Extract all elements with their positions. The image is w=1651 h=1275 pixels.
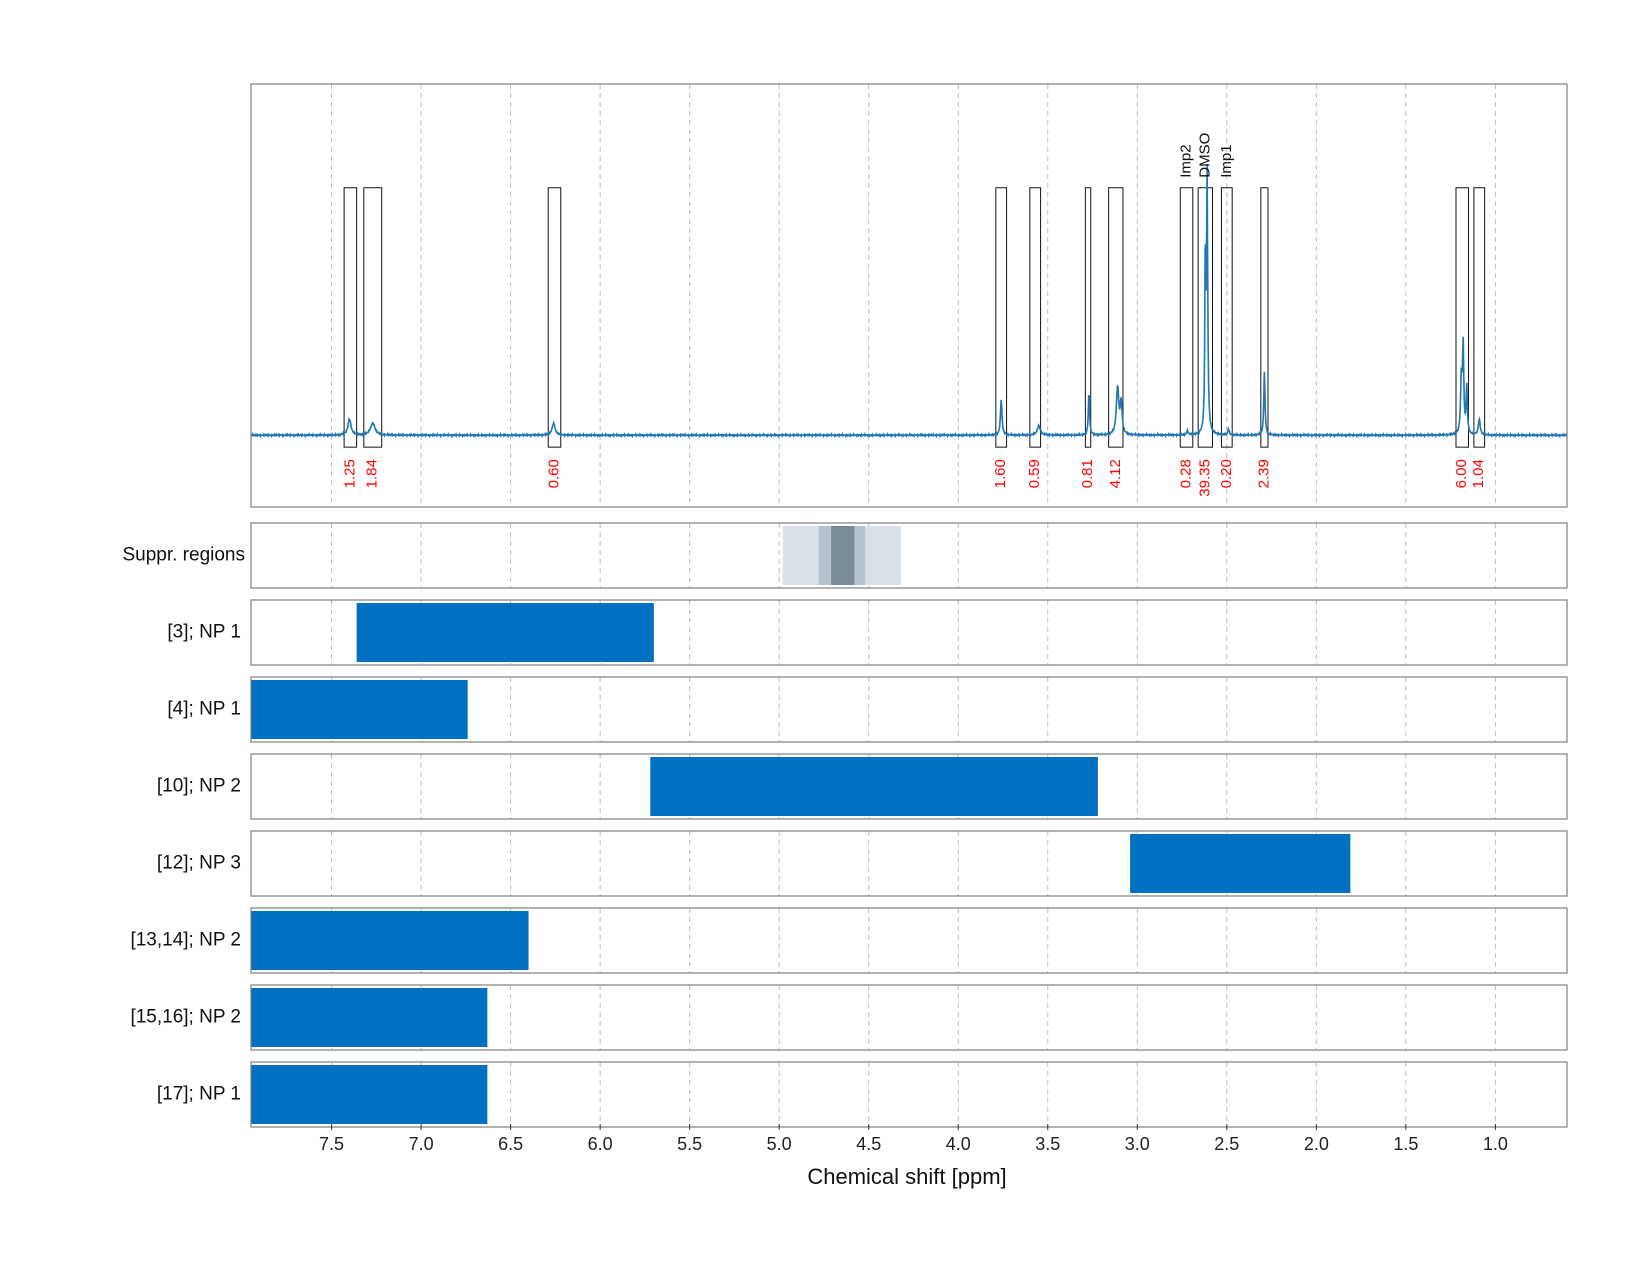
integration-region-box — [1108, 187, 1124, 448]
x-axis: 7.5 7.0 6.5 6.0 5.5 5.0 4.5 4.0 3.5 3.0 2.5 2.0 1.5 1… — [319, 1124, 1508, 1154]
x-tick-label: 4.5 — [856, 1134, 881, 1154]
suppressed-regions-label: Suppr. regions — [122, 545, 245, 566]
range-row: [3]; NP 1 — [167, 599, 1568, 666]
x-tick-label: 7.5 — [319, 1134, 344, 1154]
integral-value-label: 0.60 — [545, 459, 562, 488]
integration-region-box — [1179, 187, 1194, 448]
x-tick-label: 1.0 — [1483, 1134, 1508, 1154]
spectrum-panel: 1.25 1.84 0.60 1.60 0.59 0.81 4.12 0.28 Imp2 39.3… — [250, 83, 1568, 508]
range-bar — [251, 911, 529, 970]
suppressed-regions-panel: Suppr. regions — [122, 522, 1568, 589]
range-row: [12]; NP 3 — [157, 830, 1568, 897]
x-tick-label: 1.5 — [1393, 1134, 1418, 1154]
peak-name-label: Imp2 — [1177, 144, 1194, 177]
x-tick-label: 3.5 — [1035, 1134, 1060, 1154]
x-tick-label: 6.5 — [498, 1134, 523, 1154]
range-bar — [251, 680, 468, 739]
range-row-frame — [250, 830, 1568, 897]
peak-name-label: Imp1 — [1218, 144, 1235, 177]
integral-value-label: 2.39 — [1255, 459, 1272, 488]
range-row-frame — [250, 676, 1568, 743]
integration-region-box — [1197, 187, 1213, 448]
integral-value-label: 1.25 — [341, 459, 358, 488]
integral-value-label: 1.84 — [364, 459, 381, 488]
range-row-label: [12]; NP 3 — [157, 853, 241, 874]
suppressed-band — [831, 526, 855, 585]
integral-value-label: 6.00 — [1453, 459, 1470, 488]
range-row-label: [4]; NP 1 — [167, 699, 241, 720]
integral-value-label: 0.20 — [1218, 459, 1235, 488]
range-row-label: [15,16]; NP 2 — [130, 1007, 241, 1028]
integration-region-box — [1473, 187, 1486, 448]
integration-region-box — [1220, 187, 1233, 448]
x-tick-label: 6.0 — [588, 1134, 613, 1154]
integral-value-label: 4.12 — [1107, 459, 1124, 488]
spectrum-line — [250, 163, 1568, 439]
range-row-label: [10]; NP 2 — [157, 776, 241, 797]
integral-value-label: 0.28 — [1177, 459, 1194, 488]
integration-region-box — [1455, 187, 1470, 448]
integral-value-label: 0.59 — [1026, 459, 1043, 488]
spectrum-frame — [250, 83, 1568, 508]
integration-region-box — [1260, 187, 1269, 448]
integral-value-label: 0.81 — [1079, 459, 1096, 488]
x-tick-label: 5.5 — [677, 1134, 702, 1154]
x-axis-label: Chemical shift [ppm] — [807, 1164, 1006, 1189]
range-row-frame — [250, 753, 1568, 820]
suppressed-regions-frame — [250, 522, 1568, 589]
x-tick-label: 7.0 — [409, 1134, 434, 1154]
x-tick-label: 2.5 — [1214, 1134, 1239, 1154]
integration-region-box — [1029, 187, 1042, 448]
integral-value-label: 39.35 — [1196, 459, 1213, 497]
range-row: [10]; NP 2 — [157, 753, 1568, 820]
range-bar — [1130, 834, 1351, 893]
range-row: [4]; NP 1 — [167, 676, 1568, 743]
range-row: [13,14]; NP 2 — [130, 907, 1568, 974]
range-row-label: [3]; NP 1 — [167, 622, 241, 643]
range-bar — [356, 603, 654, 662]
range-row-label: [13,14]; NP 2 — [130, 930, 241, 951]
range-row-frame — [250, 1061, 1568, 1128]
range-row-label: [17]; NP 1 — [157, 1084, 241, 1105]
range-bar — [650, 757, 1098, 816]
integration-region-box — [363, 187, 383, 448]
integral-value-label: 1.60 — [992, 459, 1009, 488]
integration-region-box — [343, 187, 358, 448]
range-row-frame — [250, 907, 1568, 974]
range-row-frame — [250, 984, 1568, 1051]
range-row: [17]; NP 1 — [157, 1061, 1568, 1128]
range-bar — [251, 988, 488, 1047]
integral-value-label: 1.04 — [1470, 459, 1487, 488]
integration-region-box — [1084, 187, 1092, 448]
peak-name-label: DMSO — [1196, 133, 1213, 178]
x-tick-label: 4.0 — [946, 1134, 971, 1154]
integration-region-box — [547, 187, 562, 448]
range-row-frame — [250, 599, 1568, 666]
x-tick-label: 5.0 — [767, 1134, 792, 1154]
x-tick-label: 2.0 — [1304, 1134, 1329, 1154]
integration-region-box — [995, 187, 1008, 448]
range-row: [15,16]; NP 2 — [130, 984, 1568, 1051]
range-bar — [251, 1065, 488, 1124]
x-tick-label: 3.0 — [1125, 1134, 1150, 1154]
